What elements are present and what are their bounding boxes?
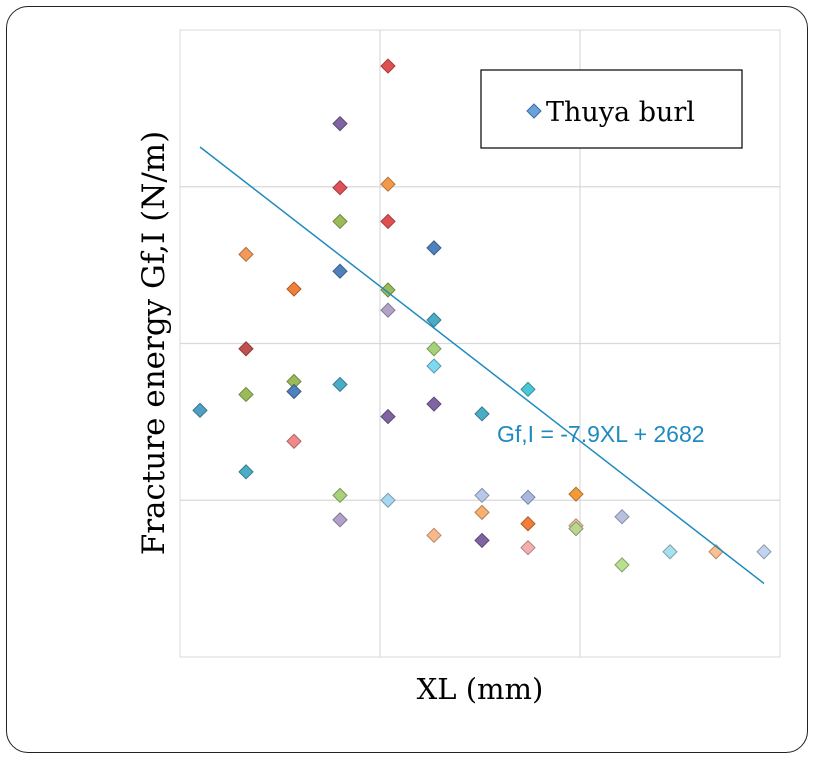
data-point [238,464,254,480]
data-point [520,539,536,556]
data-point [238,246,254,263]
data-point [474,532,490,549]
data-point [380,176,396,192]
data-point [426,240,442,256]
data-point [474,406,490,422]
legend-marker-diamond [526,103,542,119]
data-point [332,512,348,528]
data-point [520,489,536,506]
y-axis-label: Fracture energy Gf,I (N/m) [136,131,172,556]
trendline-equation: Gf,I = -7.9XL + 2682 [497,421,705,447]
legend-box [480,69,743,149]
plot-border [179,29,781,658]
data-point [426,527,442,544]
data-point [426,312,442,328]
data-point [332,213,348,230]
data-point [238,341,254,357]
data-point [380,58,396,74]
data-points [192,58,772,573]
data-point [332,180,348,196]
data-point [380,302,396,318]
data-point [380,213,396,230]
data-point [426,396,442,412]
data-point [520,516,536,532]
legend: Thuya burl [480,69,743,149]
data-point [192,402,208,419]
data-point [662,544,678,560]
data-point [520,381,536,398]
data-point [332,376,348,393]
data-point [614,557,630,573]
data-point [614,509,630,525]
data-point [332,263,348,279]
data-point [380,282,396,298]
data-point [332,487,348,504]
data-point [568,520,584,537]
data-point [286,433,302,449]
data-point [380,408,396,425]
data-point [474,487,490,504]
data-point [756,544,772,560]
data-point [286,383,302,400]
data-point [474,504,490,521]
legend-label: Thuya burl [546,97,695,128]
data-point [568,486,584,502]
data-point [426,358,442,374]
data-point [332,115,348,132]
data-point [380,492,396,508]
data-point [426,341,442,357]
x-axis-label: XL (mm) [417,672,544,706]
data-point [286,281,302,297]
data-point [238,386,254,403]
trendline [199,146,765,585]
